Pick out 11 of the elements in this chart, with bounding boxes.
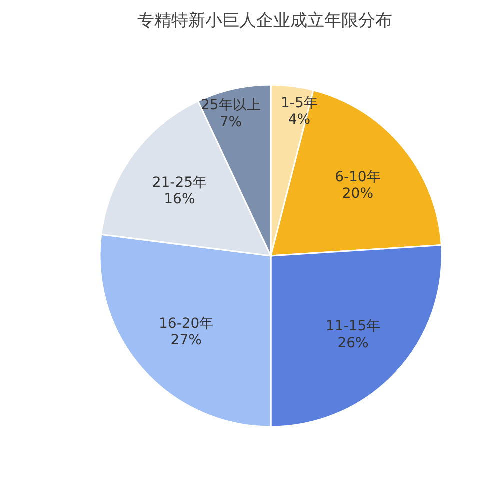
chart-title: 专精特新小巨人企业成立年限分布	[138, 11, 392, 31]
slice-label: 16-20年	[159, 316, 214, 332]
data-label: 7%	[220, 114, 242, 130]
data-label: 20%	[342, 186, 374, 202]
data-label: 27%	[170, 332, 202, 349]
data-label: 16%	[164, 192, 196, 208]
slice-label: 11-15年	[326, 318, 381, 334]
slice-label: 6-10年	[335, 169, 381, 186]
slice-label: 25年以上	[201, 98, 261, 114]
slice-label: 21-25年	[152, 174, 208, 191]
data-label: 26%	[338, 335, 369, 352]
